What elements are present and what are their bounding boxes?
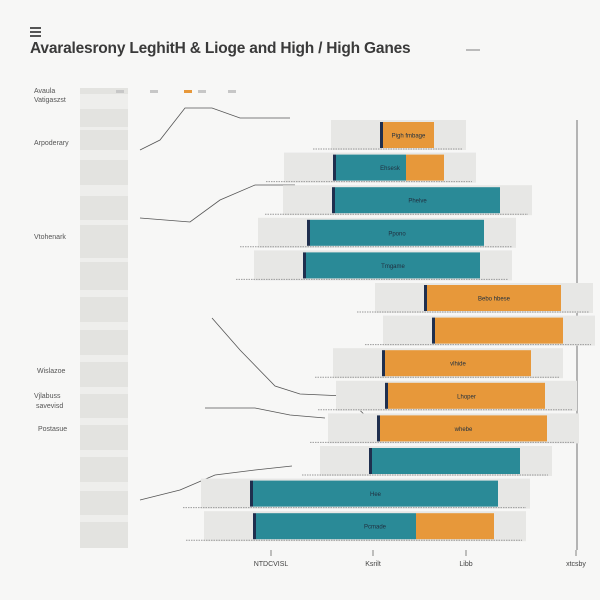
bar-label: Ppono	[388, 231, 406, 237]
left-column-block	[80, 491, 128, 515]
bar-start-cap	[380, 122, 383, 148]
left-column-block	[80, 88, 128, 94]
bar-segment	[306, 252, 480, 279]
x-tick-label: NTDCVISL	[254, 561, 289, 568]
bar-segment	[335, 187, 500, 214]
top-marker	[228, 90, 236, 93]
bar-start-cap	[307, 219, 310, 246]
left-column-block	[80, 225, 128, 258]
bar-segment	[380, 415, 547, 442]
menu-icon[interactable]	[30, 27, 41, 38]
bar-segment	[383, 122, 434, 148]
bar-segment	[406, 154, 444, 181]
bar-label: vlhide	[450, 362, 466, 368]
bar-segment	[385, 350, 531, 377]
left-column-block	[80, 130, 128, 150]
bar-segment	[256, 513, 416, 540]
bar-segment	[427, 285, 561, 311]
top-marker	[150, 90, 158, 93]
bar-start-cap	[385, 382, 388, 409]
left-column-block	[80, 457, 128, 482]
side-label: Arpoderary	[34, 140, 69, 147]
bar-start-cap	[333, 154, 336, 181]
side-label: Wislazoe	[37, 368, 66, 375]
side-label: Postasue	[38, 426, 68, 433]
bar-segment	[372, 448, 520, 474]
bar-label: Phelve	[408, 199, 427, 205]
bar-segment	[416, 513, 494, 540]
bar-start-cap	[332, 187, 335, 214]
connector-line	[139, 184, 295, 223]
bar-segment	[253, 480, 498, 507]
connector-line	[139, 465, 293, 501]
bar-start-cap	[253, 513, 256, 540]
connector-line	[139, 107, 290, 151]
top-marker	[198, 90, 206, 93]
bar-start-cap	[369, 448, 372, 474]
x-tick-label: xtcsby	[566, 561, 586, 568]
chart-title: Avaralesrony LeghitH & Lioge and High / …	[30, 40, 411, 57]
left-column-block	[80, 196, 128, 220]
left-column-block	[80, 297, 128, 322]
bar-label: Pcmade	[364, 525, 387, 531]
bar-label: Pigh fmbage	[392, 134, 426, 140]
x-tick-label: Ksrilt	[365, 561, 381, 568]
bar-start-cap	[250, 480, 253, 507]
bar-label: Lhoper	[457, 394, 476, 400]
title-divider	[466, 49, 480, 51]
bar-label: whebe	[454, 427, 473, 433]
bar-start-cap	[424, 285, 427, 311]
bar-label: Hee	[370, 492, 382, 498]
left-column-block	[80, 425, 128, 450]
x-tick-label: Libb	[459, 561, 472, 568]
bar-segment	[310, 219, 484, 246]
left-column-block	[80, 160, 128, 185]
left-column-block	[80, 262, 128, 290]
side-label: Vtohenark	[34, 234, 66, 241]
bar-start-cap	[303, 252, 306, 279]
left-column-block	[80, 330, 128, 355]
side-label: savevisd	[36, 403, 64, 410]
side-label: Vjlabuss	[34, 393, 61, 400]
side-label: Avaula	[34, 88, 56, 95]
left-column-block	[80, 394, 128, 418]
side-label: Vatigaszst	[34, 97, 66, 104]
bar-start-cap	[377, 415, 380, 442]
bar-start-cap	[432, 317, 435, 344]
bar-label: Bebo hbese	[478, 297, 511, 303]
left-column-block	[80, 522, 128, 548]
connector-line	[205, 407, 326, 419]
bar-start-cap	[382, 350, 385, 377]
left-column-block	[80, 109, 128, 127]
top-marker	[184, 90, 192, 93]
top-marker	[116, 90, 124, 93]
bar-segment	[388, 382, 545, 409]
bar-label: Ehsesk	[380, 166, 401, 172]
bar-segment	[435, 317, 563, 344]
bar-label: Tmgame	[381, 264, 405, 270]
bar-segment	[336, 154, 406, 181]
left-column-block	[80, 362, 128, 387]
